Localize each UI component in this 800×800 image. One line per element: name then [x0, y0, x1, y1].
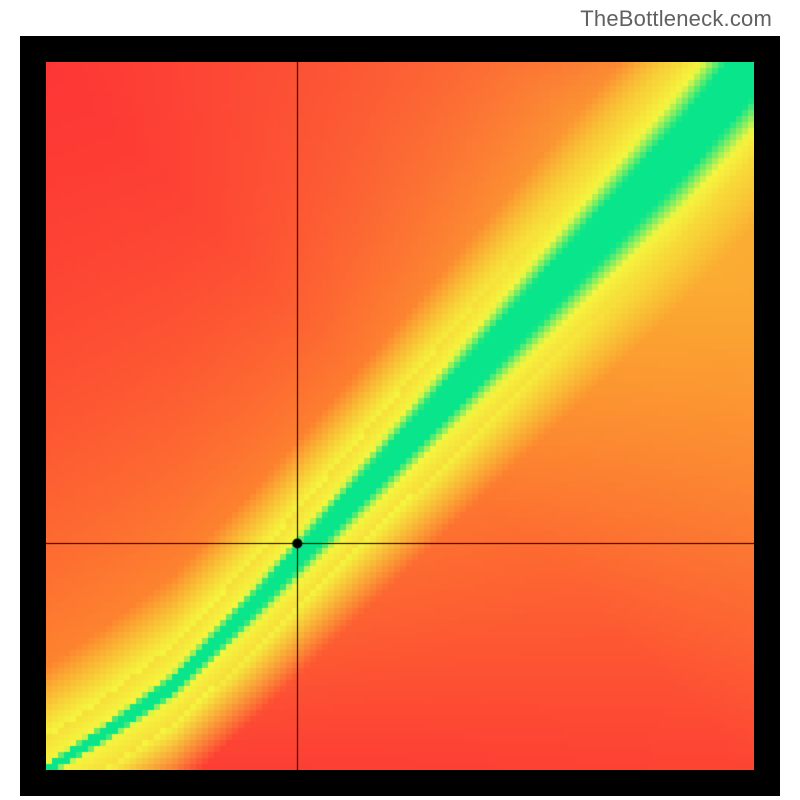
watermark-text: TheBottleneck.com	[580, 6, 772, 32]
crosshair-overlay	[46, 62, 754, 770]
plot-border	[20, 36, 780, 796]
root: TheBottleneck.com	[0, 0, 800, 800]
